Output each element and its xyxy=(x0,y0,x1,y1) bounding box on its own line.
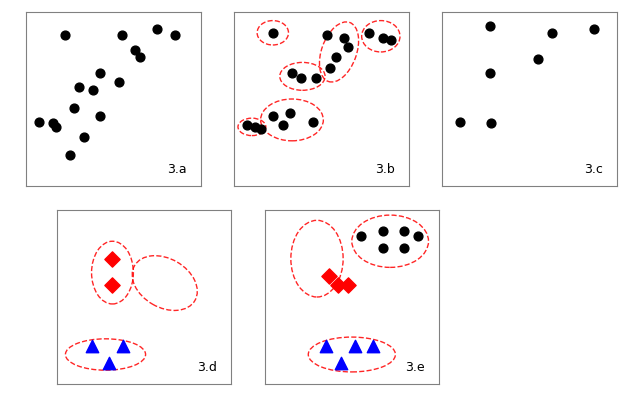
Point xyxy=(589,26,599,32)
Text: 3.c: 3.c xyxy=(584,163,603,176)
Point xyxy=(367,343,378,349)
Point xyxy=(86,343,97,349)
Point xyxy=(336,360,346,366)
Point xyxy=(333,282,343,288)
Point xyxy=(285,110,295,116)
Point xyxy=(114,78,124,85)
Point xyxy=(324,273,334,279)
Point xyxy=(278,122,289,128)
Point xyxy=(108,255,118,262)
Point xyxy=(343,282,353,288)
Point xyxy=(484,23,495,29)
Point xyxy=(74,84,84,90)
Point xyxy=(378,35,388,41)
Point xyxy=(170,31,180,38)
Point xyxy=(355,233,365,239)
Point xyxy=(118,343,128,349)
Point xyxy=(325,65,335,71)
Point xyxy=(104,360,114,366)
Point xyxy=(350,343,360,349)
Point xyxy=(413,233,423,239)
Point xyxy=(33,118,44,125)
Text: 3.a: 3.a xyxy=(167,163,187,176)
Point xyxy=(51,124,61,130)
Point xyxy=(321,343,331,349)
Point xyxy=(339,35,349,41)
Point xyxy=(342,44,353,50)
Point xyxy=(65,152,75,158)
Point xyxy=(533,56,543,62)
Point xyxy=(308,118,318,125)
Point xyxy=(241,122,252,128)
Point xyxy=(455,118,465,125)
Text: 3.e: 3.e xyxy=(405,361,425,374)
Point xyxy=(378,228,388,234)
Point xyxy=(95,113,105,120)
Point xyxy=(311,75,321,81)
Point xyxy=(129,47,140,53)
Point xyxy=(152,26,163,32)
Point xyxy=(117,31,127,38)
Point xyxy=(95,70,105,76)
Point xyxy=(484,70,495,76)
Point xyxy=(322,31,332,38)
Point xyxy=(296,75,306,81)
Point xyxy=(88,87,98,93)
Point xyxy=(60,31,70,38)
Point xyxy=(399,228,409,234)
Point xyxy=(378,245,388,251)
Point xyxy=(268,30,278,36)
Point xyxy=(330,54,340,60)
Point xyxy=(47,120,58,127)
Point xyxy=(134,54,145,60)
Point xyxy=(108,282,118,288)
Point xyxy=(386,36,396,43)
Point xyxy=(268,113,278,120)
Point xyxy=(364,30,374,36)
Point xyxy=(79,134,89,141)
Text: 3.b: 3.b xyxy=(375,163,395,176)
Point xyxy=(255,126,266,132)
Point xyxy=(68,105,79,111)
Point xyxy=(547,30,557,36)
Point xyxy=(287,70,297,76)
Point xyxy=(486,120,497,127)
Text: 3.d: 3.d xyxy=(197,361,217,374)
Point xyxy=(399,245,409,251)
Point xyxy=(250,124,260,130)
